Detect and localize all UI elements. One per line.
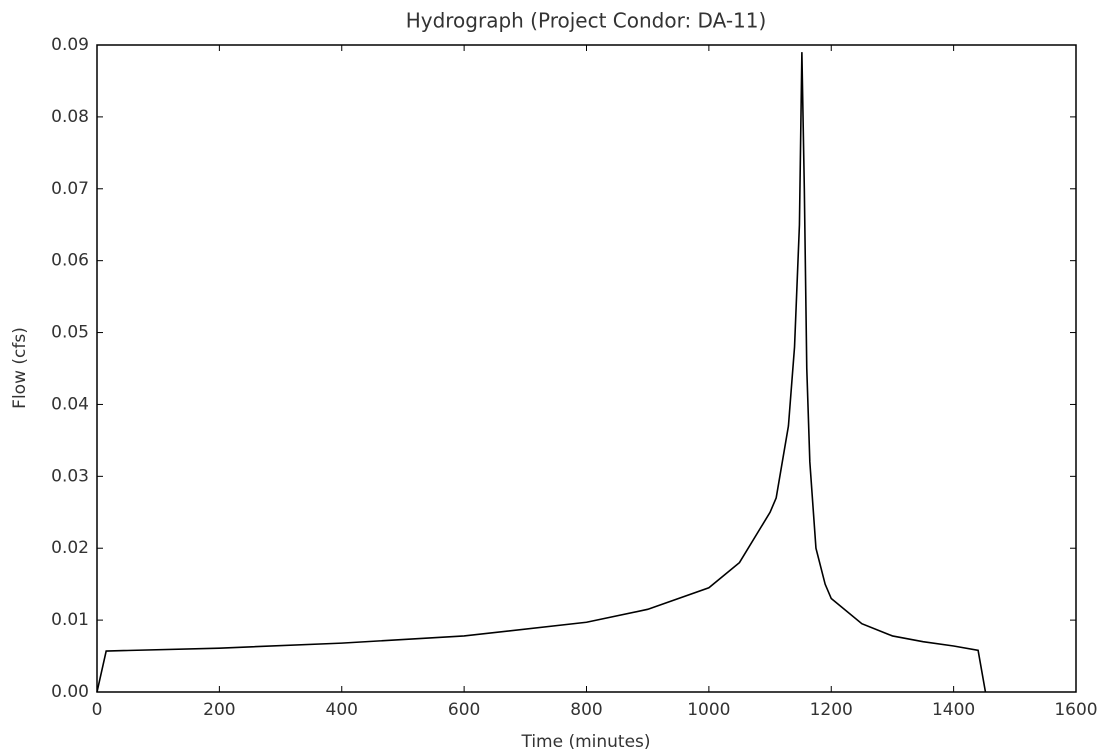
y-axis-label: Flow (cfs)	[10, 327, 30, 409]
x-axis-label: Time (minutes)	[520, 732, 650, 752]
y-tick-label: 0.03	[51, 466, 89, 486]
y-tick-label: 0.06	[51, 251, 89, 271]
x-tick-label: 1200	[810, 700, 853, 720]
x-tick-label: 600	[448, 700, 480, 720]
plot-frame	[96, 44, 1077, 693]
x-tick-label: 800	[570, 700, 602, 720]
y-tick-label: 0.09	[51, 35, 89, 55]
y-tick-label: 0.05	[51, 323, 89, 343]
y-tick-label: 0.08	[51, 107, 89, 127]
x-tick-label: 200	[203, 700, 235, 720]
y-tick-label: 0.00	[51, 682, 89, 702]
y-tick-label: 0.07	[51, 179, 89, 199]
x-tick-label: 1000	[687, 700, 730, 720]
y-tick-label: 0.04	[51, 394, 89, 414]
chart-title: Hydrograph (Project Condor: DA-11)	[406, 9, 767, 33]
y-tick-label: 0.02	[51, 538, 89, 558]
x-tick-label: 0	[92, 700, 103, 720]
x-tick-label: 1600	[1054, 700, 1097, 720]
flow-line	[96, 52, 987, 693]
y-tick-label: 0.01	[51, 610, 89, 630]
x-tick-label: 1400	[932, 700, 975, 720]
x-tick-label: 400	[326, 700, 358, 720]
